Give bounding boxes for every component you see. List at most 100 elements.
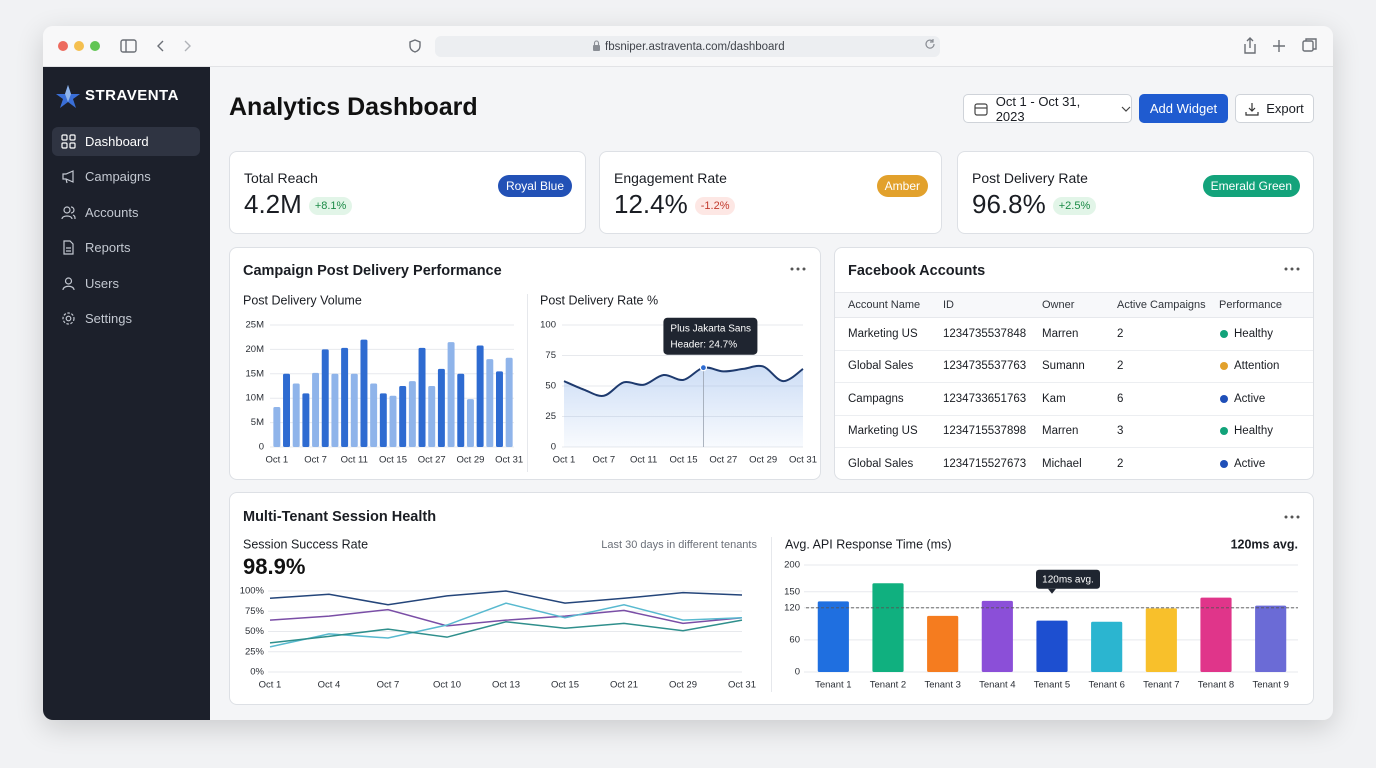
tabs-button[interactable] [1302,40,1314,52]
sidebar [43,67,210,720]
kpi-value: 4.2M [244,189,302,219]
address-bar[interactable] [435,36,940,57]
kpi-value-row: 4.2M +8.1% [244,189,353,220]
kpi-label: Engagement Rate [614,170,727,186]
table-cell: 1234735537848 [943,328,1027,340]
table-cell: 1234735537763 [943,360,1027,373]
reload-button[interactable] [925,39,935,49]
nav-item[interactable]: Settings [52,304,200,333]
nav-icon [61,134,76,149]
export-button[interactable]: Export [1235,94,1314,123]
kpi-change: +8.1% [308,197,353,215]
shield-icon [409,39,421,53]
sidebar-toggle[interactable] [120,39,137,53]
table-cell: Global Sales [848,457,914,470]
forward-button[interactable] [184,40,191,52]
button-label: Export [1266,101,1304,116]
column-header: Owner [1042,299,1075,311]
brand-logo [56,85,80,108]
nav-icon [61,206,76,219]
url: fbsniper.astraventa.com/dashboard [605,41,785,53]
nav-item[interactable]: Accounts [52,198,200,227]
button-label: Add Widget [1149,101,1218,116]
table-cell: Active [1234,457,1266,470]
table-cell: Marren [1042,328,1079,340]
share-button[interactable] [1244,37,1256,54]
kpi-tag: Emerald Green [1202,175,1300,197]
status-dot [1220,394,1228,403]
new-tab-button[interactable] [1273,40,1285,52]
table-cell: Healthy [1234,425,1273,438]
kpi-value-row: 96.8% +2.5% [972,189,1097,220]
table-cell: Sumann [1042,360,1085,373]
kpi-value: 96.8% [972,189,1046,219]
nav-item[interactable]: Dashboard [52,127,200,156]
panel-title: Multi-Tenant Session Health [243,509,437,525]
nav-item[interactable]: Reports [52,233,200,262]
table-cell: Marketing US [848,425,918,438]
lock-icon [593,45,600,51]
kpi-tag: Royal Blue [497,175,572,197]
table-cell: Healthy [1234,328,1273,340]
kpi-change: -1.2% [694,197,736,215]
kpi-tag: Amber [876,175,928,197]
panel-menu[interactable] [790,266,806,272]
status-dot [1220,459,1228,468]
chevron-icon [1121,106,1131,112]
calendar-icon [974,102,988,116]
back-button[interactable] [157,40,164,52]
table-cell: 2 [1117,328,1124,340]
panel-menu[interactable] [1284,266,1300,272]
nav-label: Dashboard [85,134,149,149]
date-range: Oct 1 - Oct 31, 2023 [995,93,1081,124]
table-cell: Marketing US [848,328,918,340]
kpi-change: +2.5% [1052,197,1097,215]
row-divider [835,382,1313,384]
table-cell: 1234733651763 [943,392,1027,405]
table-cell: 2 [1117,360,1124,373]
kpi-value: 12.4% [614,189,688,219]
table-cell: Active [1234,392,1266,405]
close-button[interactable] [58,41,68,51]
divider [771,537,772,692]
kpi-label: Post Delivery Rate [972,170,1088,186]
nav-icon [62,276,75,290]
minimize-button[interactable] [74,41,84,51]
table-cell: Campagns [848,392,904,405]
table-cell: 2 [1117,457,1124,470]
kpi-card: Engagement Rate 12.4% -1.2% Amber [599,151,942,234]
nav-icon [62,170,74,184]
nav-item[interactable]: Campaigns [52,162,200,191]
nav-icon [62,312,75,325]
nav-item[interactable]: Users [52,269,200,298]
download-icon [1245,102,1259,116]
row-divider [835,414,1313,416]
accounts-panel: Facebook Accounts Account Name ID Owner Act… [834,247,1314,480]
table-cell: 3 [1117,425,1124,438]
nav-label: Campaigns [85,169,151,185]
browser-chrome: fbsniper.astraventa.com/dashboard [58,36,1317,57]
nav-label: Settings [85,311,132,326]
table-cell: Attention [1234,360,1280,373]
kpi-label: Total Reach [244,170,318,186]
table-cell: Global Sales [848,360,914,373]
nav-icon [63,240,74,255]
nav-label: Accounts [85,204,139,220]
kpi-value-row: 12.4% -1.2% [614,189,736,220]
nav-label: Reports [85,240,131,256]
status-dot [1220,427,1228,436]
kpi-card: Total Reach 4.2M +8.1% Royal Blue [229,151,586,234]
row-divider [835,447,1313,449]
nav-label: Users [85,275,119,291]
column-header: ID [943,299,954,311]
date-range-picker[interactable]: Oct 1 - Oct 31, 2023 [963,93,1132,124]
column-header: Active Campaigns [1117,299,1206,311]
panel-menu[interactable] [1284,514,1300,520]
status-dot [1220,362,1228,371]
campaign-panel: Campaign Post Delivery Performance [229,247,821,480]
add-widget-button[interactable]: Add Widget [1139,94,1228,123]
panel-title: Facebook Accounts [848,263,986,279]
table-cell: 1234715527673 [943,457,1027,470]
zoom-button[interactable] [90,41,100,51]
